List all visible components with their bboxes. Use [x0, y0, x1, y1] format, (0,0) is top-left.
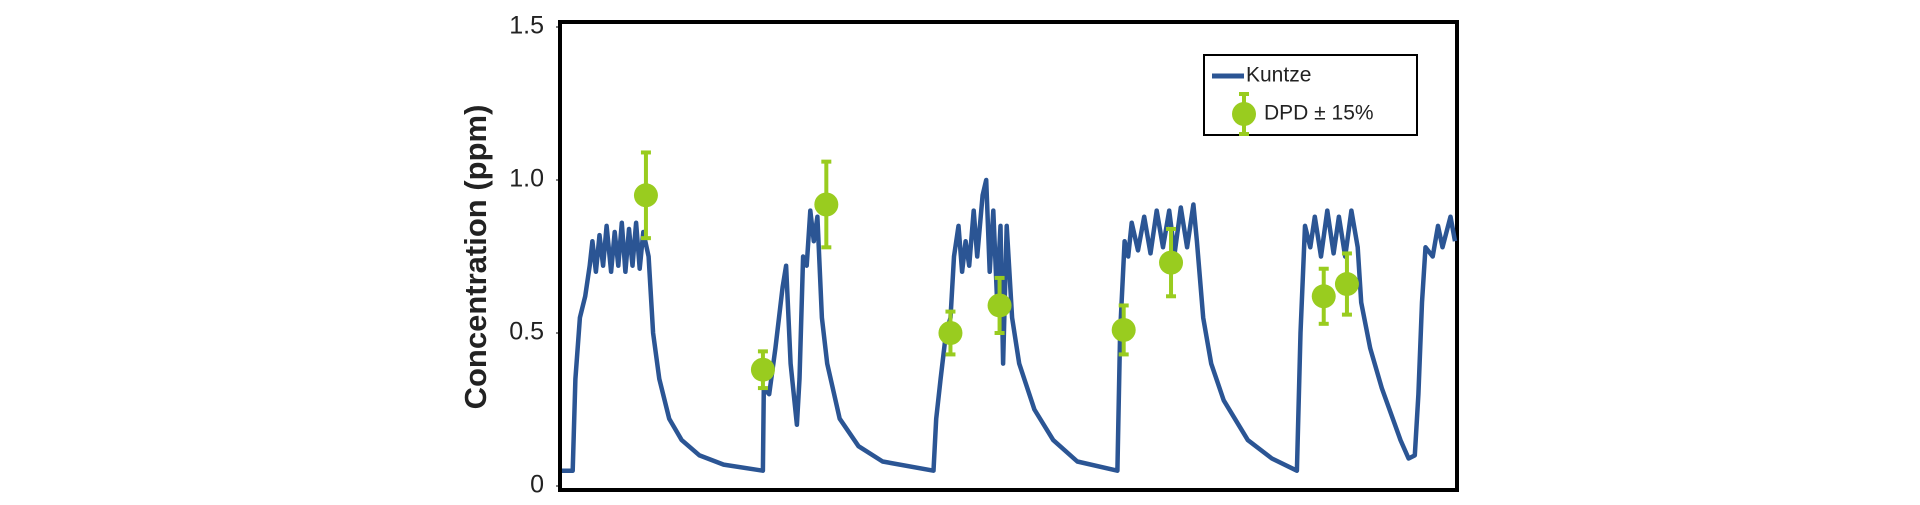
data-point — [1111, 303, 1136, 357]
data-line — [562, 177, 1458, 473]
marker — [1159, 250, 1184, 275]
data-point — [987, 275, 1012, 335]
marker — [1111, 317, 1136, 342]
y-tick-label: 1.0 — [509, 165, 544, 193]
data-point — [1159, 226, 1184, 299]
data-point — [1334, 251, 1359, 317]
legend-swatch — [1232, 102, 1256, 126]
y-tick-label: 0 — [530, 471, 544, 499]
data-point — [633, 150, 658, 241]
plot-frame — [558, 20, 1459, 492]
marker — [1334, 272, 1359, 297]
y-tick-label: 1.5 — [509, 12, 544, 40]
legend-label: Kuntze — [1246, 64, 1311, 87]
y-tick-label: 0.5 — [509, 318, 544, 346]
y-axis-label: Concentration (ppm) — [458, 105, 493, 410]
marker — [750, 357, 775, 382]
legend-label: DPD ± 15% — [1264, 102, 1374, 125]
marker — [938, 321, 963, 345]
data-point — [814, 159, 839, 250]
data-point — [1311, 266, 1336, 326]
marker — [633, 183, 658, 208]
marker — [1311, 284, 1336, 309]
marker — [987, 293, 1012, 318]
data-point — [750, 349, 775, 391]
legend: Kuntze DPD ± 15% — [1203, 54, 1418, 136]
marker — [814, 192, 839, 217]
data-point — [938, 309, 963, 357]
